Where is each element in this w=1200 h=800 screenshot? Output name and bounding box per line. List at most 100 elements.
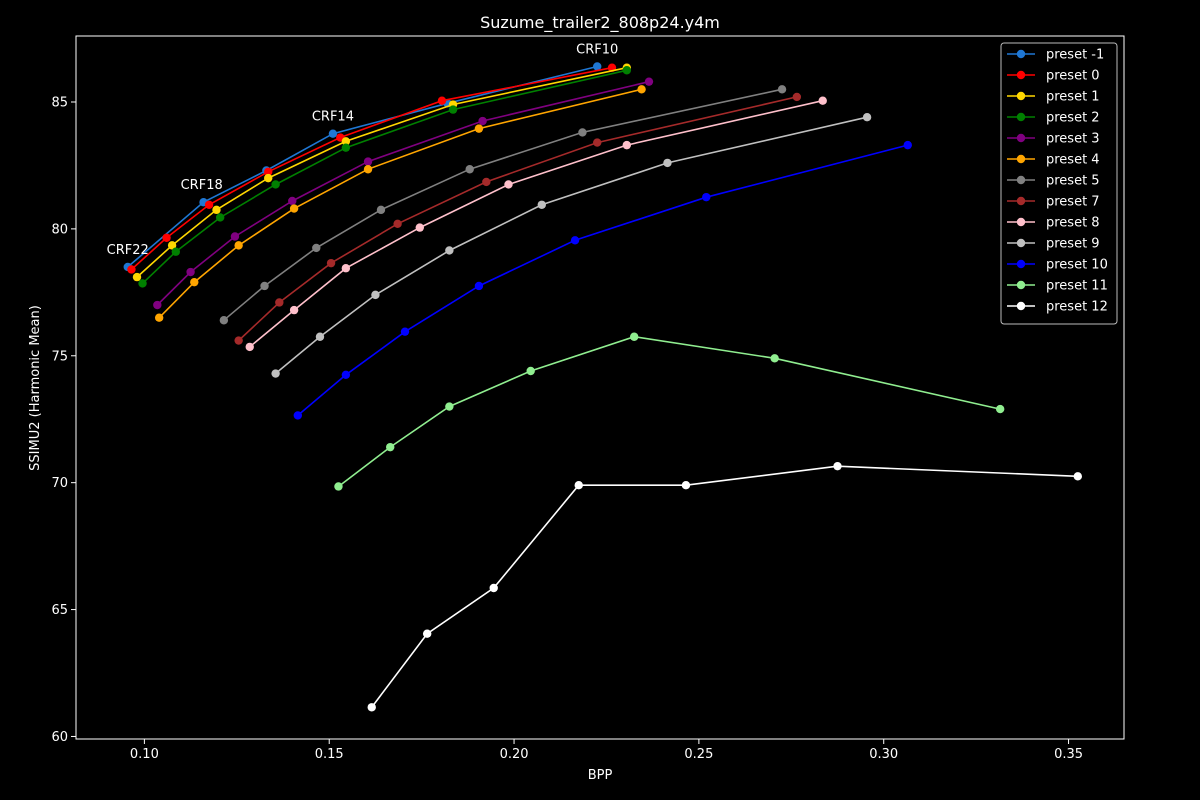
- x-axis: 0.10 0.15 0.20 0.25 0.30 0.35: [130, 739, 1083, 762]
- data-point: [702, 192, 711, 202]
- legend-item: preset 5: [1007, 174, 1100, 189]
- data-point: [260, 281, 269, 291]
- legend-item: preset -1: [1007, 48, 1104, 63]
- legend-item: preset 2: [1007, 111, 1100, 126]
- data-point: [622, 140, 632, 150]
- legend-marker: [1016, 49, 1026, 59]
- data-point: [474, 281, 484, 291]
- legend: preset -1 preset 0 preset 1 preset 2 preset …: [1000, 42, 1118, 325]
- data-point: [995, 404, 1005, 414]
- data-point: [489, 583, 498, 593]
- data-point: [663, 158, 672, 168]
- data-point: [289, 305, 299, 315]
- series-preset-5: [219, 85, 787, 325]
- data-point: [154, 313, 164, 322]
- chart-title: Suzume_trailer2_808p24.y4m: [480, 13, 720, 33]
- y-tick-label: 80: [51, 222, 68, 237]
- data-point: [315, 332, 325, 341]
- data-point: [264, 173, 273, 183]
- x-tick-label: 0.10: [130, 747, 159, 762]
- data-point: [574, 481, 583, 490]
- series-line: [136, 66, 627, 278]
- data-point: [215, 213, 225, 222]
- legend-label: preset 11: [1046, 279, 1108, 294]
- data-point: [341, 137, 351, 146]
- legend-marker: [1016, 91, 1026, 101]
- series-preset-1: [132, 63, 632, 282]
- series-preset-12: [367, 461, 1082, 712]
- data-point: [275, 298, 284, 307]
- y-tick-label: 60: [51, 730, 68, 745]
- annotation-label: CRF14: [312, 110, 354, 125]
- legend-item: preset 11: [1007, 279, 1108, 294]
- plot-area: [123, 62, 1082, 712]
- legend-marker: [1016, 238, 1026, 248]
- series-line: [297, 144, 908, 417]
- series-line: [127, 65, 598, 268]
- data-point: [1073, 472, 1082, 481]
- data-point: [482, 177, 491, 187]
- data-point: [437, 96, 447, 105]
- data-point: [422, 629, 432, 638]
- x-axis-label: BPP: [588, 768, 613, 783]
- data-point: [153, 300, 162, 310]
- data-point: [770, 354, 779, 363]
- legend-item: preset 7: [1007, 195, 1100, 210]
- legend-box: [1000, 42, 1118, 325]
- legend-item: preset 12: [1007, 300, 1108, 315]
- data-point: [386, 442, 395, 452]
- series-line: [249, 99, 823, 348]
- data-point: [230, 232, 240, 241]
- data-point: [526, 366, 535, 376]
- annotation-label: CRF22: [107, 243, 149, 258]
- x-tick-label: 0.25: [684, 747, 713, 762]
- legend-label: preset 1: [1046, 90, 1100, 105]
- data-point: [833, 461, 842, 471]
- data-point: [637, 85, 646, 94]
- legend-marker: [1016, 217, 1026, 227]
- data-point: [504, 180, 513, 189]
- data-point: [478, 116, 487, 126]
- series-preset-0: [127, 63, 617, 274]
- legend-marker: [1016, 112, 1026, 122]
- legend-item: preset 3: [1007, 132, 1100, 147]
- legend-item: preset 10: [1007, 258, 1108, 273]
- series-line: [275, 116, 868, 375]
- legend-item: preset 0: [1007, 69, 1100, 84]
- data-point: [138, 279, 147, 288]
- data-point: [448, 105, 458, 114]
- data-point: [212, 205, 221, 215]
- data-point: [167, 241, 177, 250]
- data-point: [234, 336, 243, 345]
- data-point: [629, 332, 639, 341]
- y-tick-label: 65: [51, 603, 68, 618]
- legend-label: preset 0: [1046, 69, 1100, 84]
- y-axis-label: SSIMU2 (Harmonic Mean): [28, 305, 43, 471]
- legend-label: preset 2: [1046, 111, 1100, 126]
- data-point: [593, 62, 602, 71]
- series-line: [158, 88, 642, 319]
- annotation-label: CRF10: [576, 42, 618, 57]
- data-point: [903, 140, 912, 150]
- data-point: [777, 85, 787, 94]
- data-point: [341, 143, 351, 152]
- data-point: [400, 327, 410, 336]
- y-tick-label: 85: [51, 95, 68, 110]
- data-point: [818, 96, 827, 105]
- series-preset-11: [334, 332, 1005, 491]
- data-point: [271, 180, 280, 189]
- legend-label: preset 7: [1046, 195, 1100, 210]
- data-point: [312, 243, 321, 253]
- legend-label: preset 8: [1046, 216, 1100, 231]
- data-point: [570, 236, 580, 245]
- data-point: [132, 272, 142, 282]
- legend-marker: [1016, 133, 1026, 143]
- series-preset-10: [293, 140, 912, 420]
- legend-marker: [1016, 259, 1026, 269]
- data-point: [219, 316, 229, 325]
- legend-item: preset 1: [1007, 90, 1100, 105]
- data-point: [326, 258, 336, 268]
- legend-label: preset 12: [1046, 300, 1108, 315]
- y-tick-label: 75: [51, 349, 68, 364]
